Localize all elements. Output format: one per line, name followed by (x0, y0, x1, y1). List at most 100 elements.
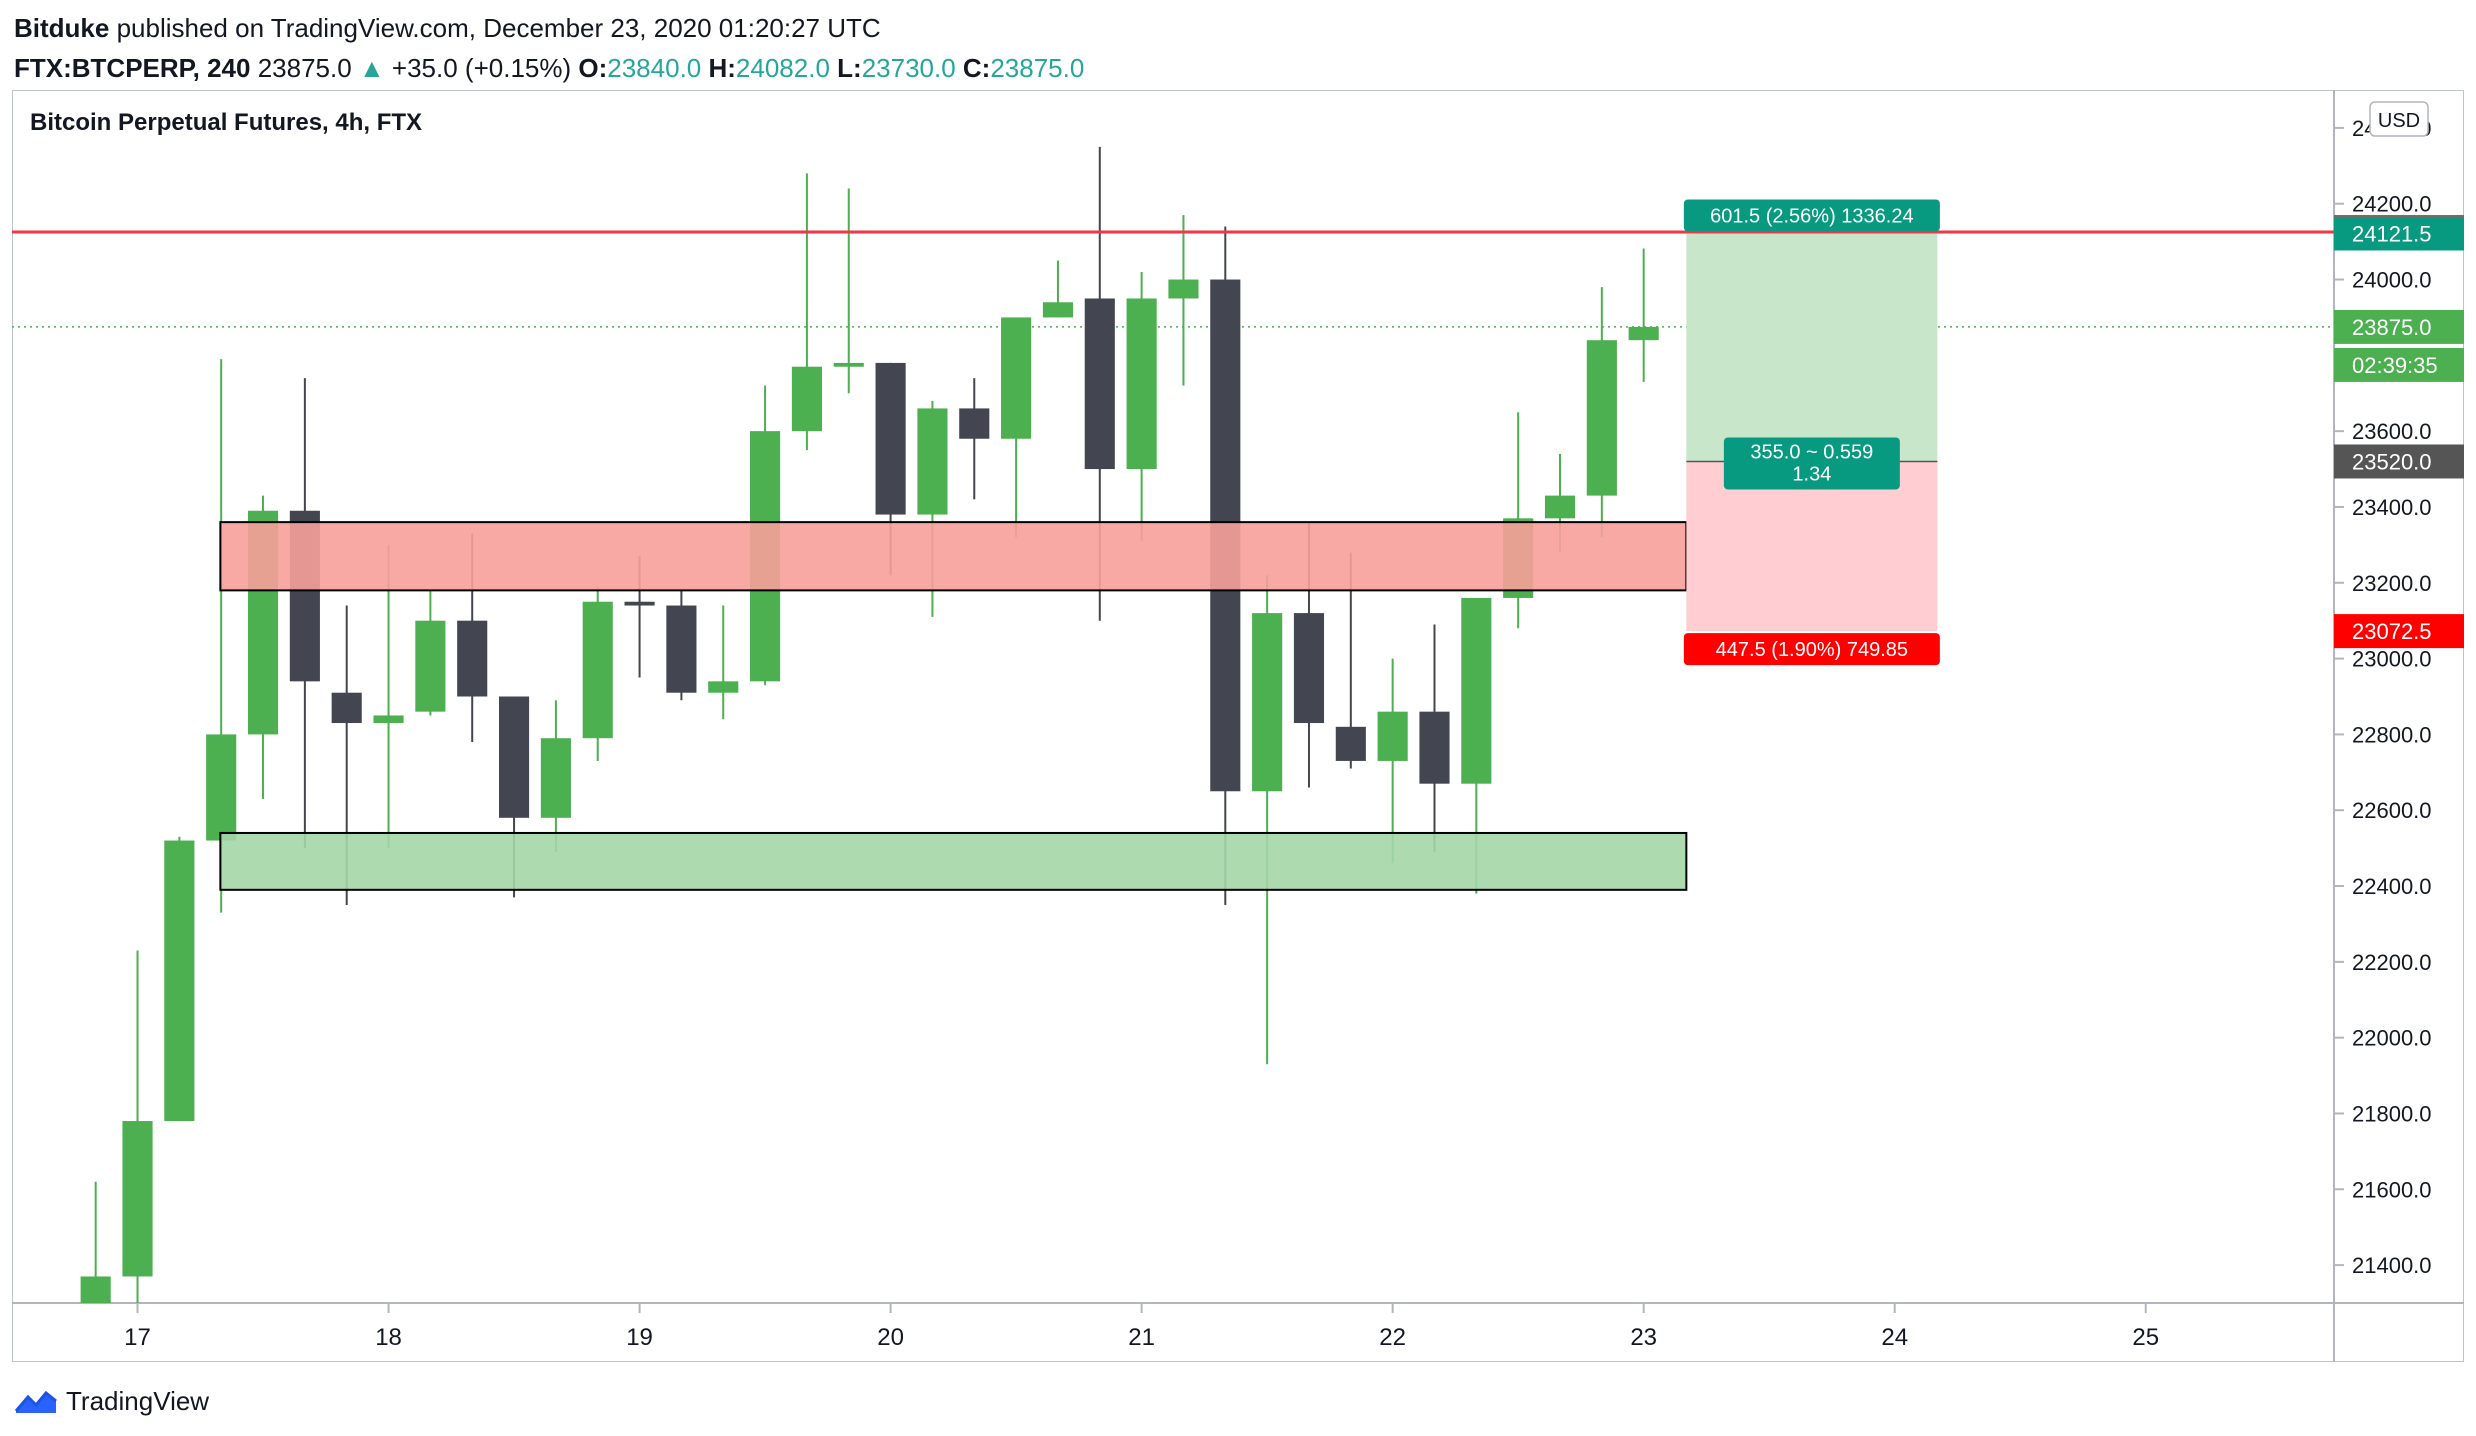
y-tick-label: 23200.0 (2352, 571, 2432, 596)
ratio-label-line-2: 1.34 (1792, 463, 1831, 485)
x-tick-label: 22 (1379, 1324, 1406, 1351)
x-tick-label: 21 (1128, 1324, 1155, 1351)
price-axis-tag (2334, 309, 2464, 344)
publish-info: published on TradingView.com, December 2… (116, 13, 881, 43)
candle-body-up (1461, 597, 1492, 784)
close-value: 23875.0 (990, 53, 1085, 83)
low-value: 23730.0 (861, 53, 956, 83)
y-tick-label: 21800.0 (2352, 1101, 2432, 1126)
close-label: C: (962, 53, 991, 83)
author-name[interactable]: Bitduke (14, 13, 110, 43)
open-value: 23840.0 (607, 53, 702, 83)
price-axis-tag-label: 23072.5 (2352, 619, 2432, 644)
price-axis-tag-label: 02:39:35 (2352, 353, 2438, 378)
candle-body-down (875, 362, 906, 515)
candle-body-up (540, 738, 571, 818)
candle-body-down (498, 696, 530, 818)
candle-body-up (833, 362, 864, 367)
candle-body-up (206, 734, 237, 841)
candle-body-up (122, 1121, 153, 1277)
candle-body-up (1001, 317, 1032, 439)
price-axis-tag (2334, 216, 2464, 251)
stop-label-box (1683, 633, 1940, 666)
target-label: 601.5 (2.56%) 1336.24 (1710, 205, 1914, 227)
candle-body-up (1168, 279, 1199, 299)
target-zone (1686, 233, 1938, 462)
candle-body-up (582, 601, 613, 739)
price-axis-tag-label: 24121.5 (2352, 221, 2432, 246)
candle-body-down (959, 408, 990, 439)
currency-label: USD (2378, 110, 2420, 132)
stop-label: 447.5 (1.90%) 749.85 (1716, 639, 1908, 661)
symbol-label: FTX:BTCPERP, 240 (14, 53, 251, 83)
price-axis-tag (2334, 347, 2464, 382)
y-tick-label: 23600.0 (2352, 419, 2432, 444)
candle-body-down (1335, 726, 1366, 761)
candle-body-up (373, 715, 404, 724)
candle-body-up (917, 408, 948, 515)
price-axis-tag-label: 23875.0 (2352, 315, 2432, 340)
candle-body-up (1252, 613, 1283, 792)
y-tick-label: 22600.0 (2352, 798, 2432, 823)
tradingview-logo-icon (14, 1390, 57, 1413)
candle-body-up (708, 681, 739, 693)
target-label-box (1683, 199, 1940, 232)
candle-body-up (164, 840, 195, 1122)
candle-body-down (1084, 298, 1115, 470)
price-axis-tag (2334, 444, 2464, 479)
candle-body-down (1419, 711, 1450, 784)
candle-body-down (1293, 613, 1325, 724)
price-axis-tag-label: 23520.0 (2352, 449, 2432, 474)
chart-title: Bitcoin Perpetual Futures, 4h, FTX (30, 109, 422, 136)
support-zone (219, 831, 1688, 891)
candle-body-down (457, 620, 488, 697)
x-tick-label: 19 (626, 1324, 653, 1351)
tradingview-brand[interactable]: TradingView (66, 1385, 210, 1416)
candle-body-up (415, 620, 446, 712)
y-tick-label: 23000.0 (2352, 647, 2432, 672)
x-tick-label: 17 (124, 1324, 151, 1351)
high-label: H: (708, 53, 736, 83)
x-tick-label: 20 (877, 1324, 904, 1351)
stop-zone (1686, 461, 1938, 632)
low-label: L: (837, 53, 862, 83)
y-tick-label: 24000.0 (2352, 268, 2432, 293)
candle-body-down (624, 601, 655, 606)
plot-area: 601.5 (2.56%) 1336.24 447.5 (1.90%) 749.8… (12, 146, 2334, 1303)
y-tick-label: 22000.0 (2352, 1026, 2432, 1051)
chart-frame (12, 90, 2464, 1362)
candlestick-chart[interactable]: 21400.0 21600.0 21800.0 22000.0 22200.0 22400… (12, 90, 2464, 1362)
open-label: O: (578, 53, 608, 83)
candle-body-up (1544, 495, 1576, 519)
candle-body-down (331, 692, 362, 724)
footer: TradingView (14, 1378, 209, 1424)
y-tick-label: 21400.0 (2352, 1253, 2432, 1278)
high-value: 24082.0 (735, 53, 830, 83)
candle-body-up (1042, 302, 1074, 318)
candle-body-up (791, 366, 822, 432)
y-tick-label: 21600.0 (2352, 1177, 2432, 1202)
candle-body-up (1586, 340, 1617, 496)
symbol-line: FTX:BTCPERP, 240 23875.0 ▲ +35.0 (+0.15%… (14, 48, 2454, 88)
price-axis-tag (2334, 614, 2464, 649)
y-tick-label: 22200.0 (2352, 950, 2432, 975)
candle-body-down (666, 605, 697, 693)
ratio-label-box (1723, 437, 1900, 490)
candle-body-up (1377, 711, 1408, 761)
resistance-zone (219, 521, 1688, 592)
y-tick-label: 22400.0 (2352, 874, 2432, 899)
y-tick-label: 24200.0 (2352, 192, 2432, 217)
up-arrow-icon: ▲ (358, 53, 385, 83)
x-tick-label: 25 (2132, 1324, 2159, 1351)
y-tick-label: 23400.0 (2352, 495, 2432, 520)
price-change: +35.0 (+0.15%) (391, 53, 572, 83)
x-tick-label: 24 (1881, 1324, 1908, 1351)
candle-body-up (1628, 326, 1659, 341)
last-price: 23875.0 (257, 53, 352, 83)
currency-badge (2369, 101, 2429, 137)
candle-body-up (80, 1276, 111, 1303)
y-tick-label: 22800.0 (2352, 722, 2432, 747)
candle-body-up (1126, 298, 1157, 470)
x-tick-label: 23 (1630, 1324, 1657, 1351)
x-tick-label: 18 (375, 1324, 402, 1351)
